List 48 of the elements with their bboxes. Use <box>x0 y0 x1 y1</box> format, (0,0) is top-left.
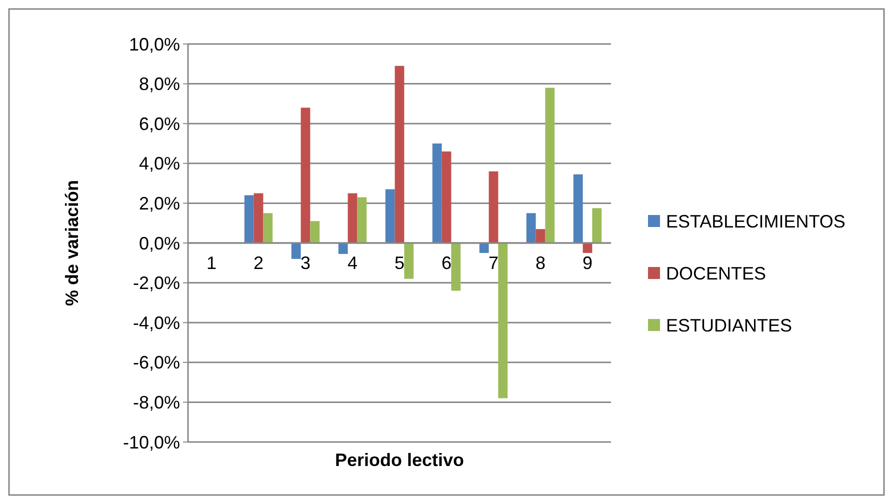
x-axis-title: Periodo lectivo <box>334 450 464 470</box>
x-tick-label: 2 <box>253 253 264 273</box>
bar <box>254 193 264 243</box>
bar <box>545 88 555 243</box>
bar <box>357 197 367 243</box>
bar <box>291 243 301 259</box>
x-tick-label: 3 <box>300 253 311 273</box>
bar <box>348 193 358 243</box>
bar <box>451 243 461 291</box>
bar <box>385 189 395 243</box>
bar <box>526 213 536 243</box>
y-tick-label: 6,0% <box>138 114 180 134</box>
y-axis-title: % de variación <box>62 180 82 306</box>
y-tick-label: -4,0% <box>132 312 180 333</box>
x-tick-label: 1 <box>206 253 217 273</box>
bar <box>573 174 583 243</box>
bar <box>263 213 273 243</box>
y-tick-label: 0,0% <box>138 233 180 254</box>
legend-label: ESTUDIANTES <box>666 315 792 336</box>
bar <box>536 229 546 243</box>
y-tick-label: 8,0% <box>138 74 180 94</box>
x-tick-label: 9 <box>582 253 593 273</box>
bar <box>442 151 452 243</box>
bar <box>488 171 498 243</box>
bar <box>244 195 254 243</box>
x-tick-label: 4 <box>347 253 358 273</box>
legend-label: ESTABLECIMIENTOS <box>666 211 846 232</box>
bar <box>394 66 404 243</box>
bar <box>404 243 414 279</box>
y-tick-label: 2,0% <box>138 194 180 214</box>
y-tick-label: 4,0% <box>138 154 180 174</box>
y-tick-label: -6,0% <box>132 352 180 373</box>
bar <box>592 208 602 243</box>
legend-label: DOCENTES <box>666 263 766 284</box>
x-tick-label: 6 <box>441 253 452 273</box>
y-tick-label: -8,0% <box>132 392 180 412</box>
bar <box>338 243 348 254</box>
y-tick-label: -2,0% <box>132 273 180 294</box>
y-tick-label: 10,0% <box>128 34 180 54</box>
x-tick-label: 7 <box>488 253 499 273</box>
x-tick-label: 5 <box>394 253 405 273</box>
y-tick-label: -10,0% <box>122 432 180 452</box>
bar <box>498 243 508 398</box>
bar <box>300 108 310 243</box>
bar <box>310 221 320 243</box>
bar <box>432 144 442 243</box>
bar <box>479 243 489 253</box>
x-tick-label: 8 <box>535 253 546 273</box>
